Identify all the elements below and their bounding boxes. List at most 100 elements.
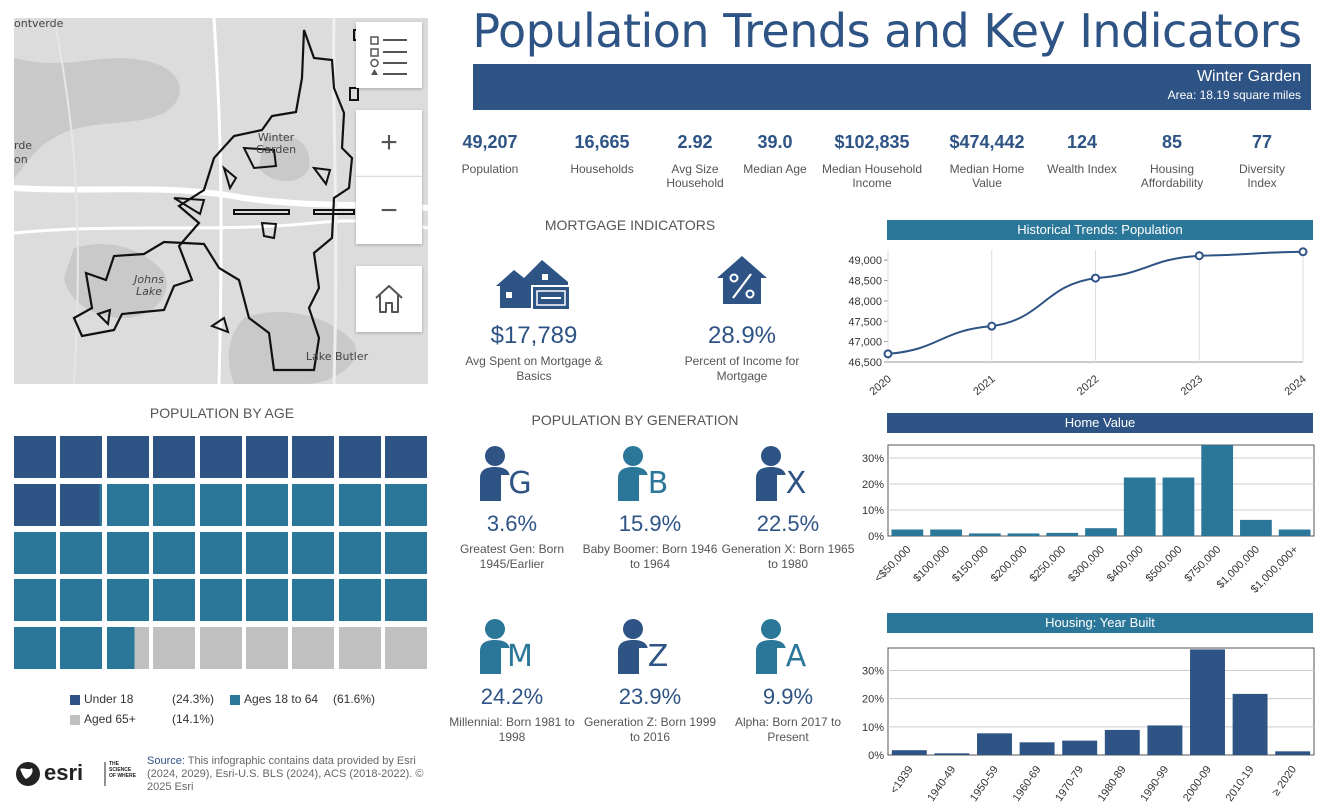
waffle-cell-18-to-64 <box>106 483 149 526</box>
map-label-winter: Winter <box>257 131 295 144</box>
bar[interactable] <box>1190 649 1225 755</box>
y-tick-label: 0% <box>868 750 884 762</box>
generation-letter: A <box>785 639 807 674</box>
bar[interactable] <box>1201 445 1234 536</box>
bar[interactable] <box>1147 725 1183 755</box>
bar[interactable] <box>1240 519 1272 536</box>
person-silhouette-icon <box>618 446 669 505</box>
bar[interactable] <box>1162 477 1195 537</box>
stat-label: Median Age <box>743 162 807 176</box>
bar[interactable] <box>1278 529 1311 537</box>
generation-label: Alpha: Born 2017 to Present <box>734 715 842 744</box>
generation-label: Greatest Gen: Born 1945/Earlier <box>459 542 565 571</box>
generation-letter: M <box>507 639 533 674</box>
mortgage-spent: $17,789 Avg Spent on Mortgage & Basics <box>450 256 618 384</box>
person-icon: A <box>718 618 858 678</box>
bar[interactable] <box>1123 477 1156 537</box>
generation-value: 22.5% <box>756 511 820 536</box>
x-tick-label: 1970-79 <box>1053 764 1086 803</box>
data-point[interactable] <box>883 349 893 359</box>
data-point[interactable] <box>987 321 997 331</box>
population-trend-header: Historical Trends: Population <box>887 220 1313 240</box>
data-point[interactable] <box>1298 247 1308 257</box>
bar[interactable] <box>1104 729 1140 755</box>
stat-label: Diversity Index <box>1238 162 1285 190</box>
bar[interactable] <box>1019 742 1055 755</box>
waffle-cell-18-to-64 <box>385 579 428 622</box>
waffle-cell-65-plus <box>199 627 242 670</box>
generation-label: Baby Boomer: Born 1946 to 1964 <box>582 542 718 571</box>
esri-logo: esri THE SCIENCE OF WHERE <box>14 757 139 791</box>
bar[interactable] <box>934 753 970 755</box>
zoom-out-button[interactable]: − <box>356 176 422 244</box>
esri-tagline: THE SCIENCE OF WHERE <box>109 761 136 779</box>
home-button[interactable] <box>356 266 422 332</box>
x-tick-label: 1940-49 <box>925 764 958 803</box>
stat-median-home-value: $474,442 Median Home Value <box>937 130 1037 190</box>
mortgage-income-pct-label: Percent of Income for Mortgage <box>684 354 800 383</box>
map-view[interactable]: ontverde rde on Winter Garden Johns Lake… <box>14 18 428 384</box>
map-canvas[interactable] <box>14 18 428 384</box>
zoom-in-button[interactable]: + <box>356 110 422 176</box>
stat-value: 2.92 <box>677 132 713 152</box>
bar[interactable] <box>968 533 1001 536</box>
generation-item: M 24.2% Millennial: Born 1981 to 1998 <box>442 618 582 745</box>
stat-label: Avg Size Household <box>666 162 724 190</box>
location-banner: Winter Garden Area: 18.19 square miles <box>473 64 1311 110</box>
waffle-cell-18-to-64 <box>385 531 428 574</box>
y-tick-label: 20% <box>862 694 884 706</box>
bar[interactable] <box>930 529 962 537</box>
generation-value: 3.6% <box>486 511 538 536</box>
house-money-icon <box>496 260 571 311</box>
y-tick-label: 30% <box>862 453 884 465</box>
data-point[interactable] <box>1194 251 1204 261</box>
legend-swatch-teal <box>230 694 240 705</box>
legend-label: Under 18 <box>84 692 134 706</box>
legend-toggle-button[interactable] <box>356 22 422 88</box>
bar[interactable] <box>1007 533 1040 536</box>
bar[interactable] <box>977 733 1012 755</box>
bar[interactable] <box>1085 528 1117 536</box>
bar[interactable] <box>891 529 924 537</box>
bar[interactable] <box>1046 532 1079 536</box>
waffle-cell-under-18 <box>14 436 56 478</box>
legend-65-plus: Aged 65+ <box>70 712 136 726</box>
waffle-cell-18-to-64 <box>153 531 196 574</box>
stat-households: 16,665 Households <box>543 130 661 176</box>
x-tick-label: 2021 <box>971 373 997 398</box>
generation-item: A 9.9% Alpha: Born 2017 to Present <box>718 618 858 745</box>
bar[interactable] <box>891 750 927 755</box>
generation-value: 9.9% <box>762 684 814 709</box>
stat-value: 124 <box>1066 132 1098 152</box>
data-point[interactable] <box>1091 273 1100 283</box>
waffle-cell-under-18 <box>60 436 103 478</box>
zoom-in-icon: + <box>380 126 398 159</box>
home-icon <box>375 285 403 313</box>
legend-under-18: Under 18 <box>70 692 133 706</box>
generation-item: B 15.9% Baby Boomer: Born 1946 to 1964 <box>580 445 720 572</box>
waffle-cell-18-to-64 <box>246 579 288 622</box>
bar[interactable] <box>1232 693 1268 755</box>
y-tick-label: 10% <box>862 505 884 517</box>
x-tick-label: 2022 <box>1075 373 1101 398</box>
x-tick-label: $750,000 <box>1182 544 1223 585</box>
person-silhouette-icon <box>480 619 531 678</box>
x-tick-label: <$50,000 <box>872 544 913 585</box>
generation-item: G 3.6% Greatest Gen: Born 1945/Earlier <box>442 445 582 572</box>
bar[interactable] <box>1062 740 1098 755</box>
waffle-cell-18-to-64 <box>106 531 149 574</box>
x-tick-label: 1990-99 <box>1138 764 1171 803</box>
mortgage-income-pct: 28.9% Percent of Income for Mortgage <box>658 256 826 384</box>
map-label-lake: Lake <box>135 285 162 298</box>
waffle-cell-65-plus <box>338 627 381 670</box>
generation-section-title: POPULATION BY GENERATION <box>531 412 739 428</box>
waffle-cell-18-to-64 <box>153 483 196 526</box>
x-tick-label: <1939 <box>888 764 916 796</box>
waffle-cell-18-to-64 <box>14 531 56 574</box>
bar[interactable] <box>1275 751 1311 755</box>
waffle-cell-18-to-64 <box>199 531 242 574</box>
legend-18-to-64: Ages 18 to 64 <box>230 692 318 706</box>
generation-letter: G <box>508 466 532 501</box>
stat-value: $474,442 <box>949 132 1025 152</box>
stat-wealth-index: 124 Wealth Index <box>1047 130 1117 176</box>
